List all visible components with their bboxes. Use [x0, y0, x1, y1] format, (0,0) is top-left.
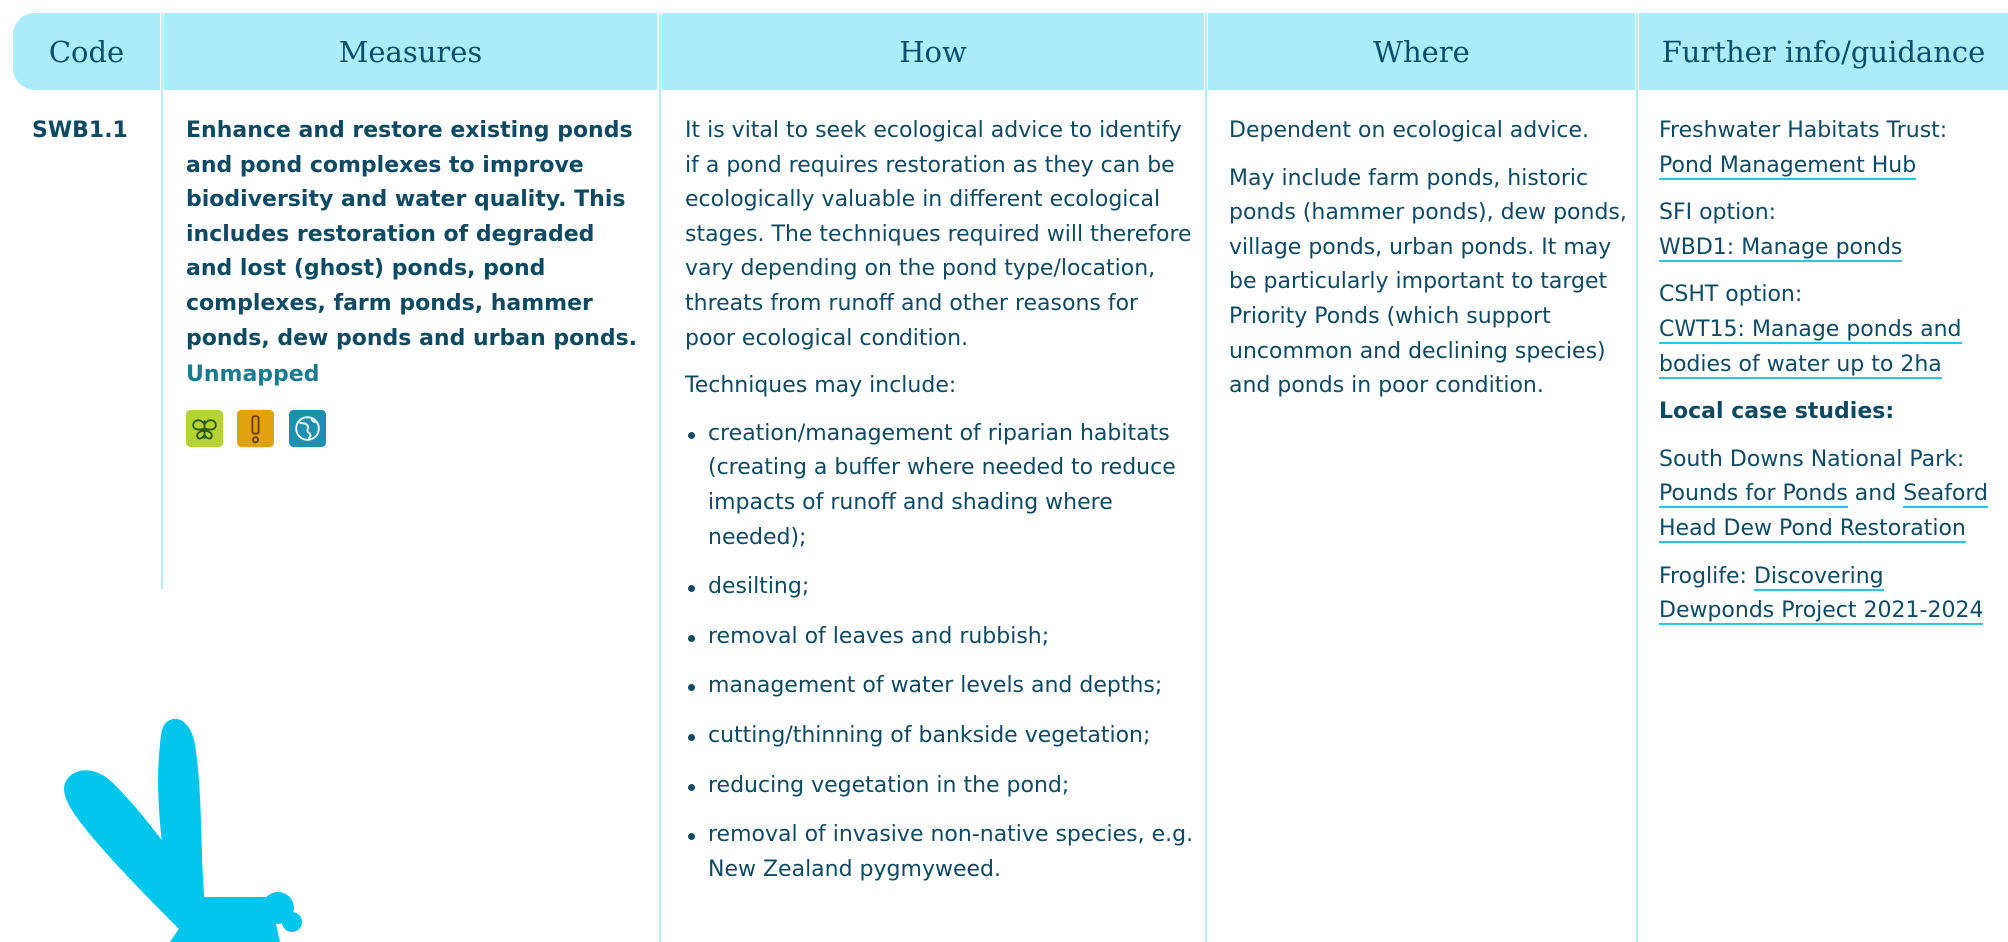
header-cell: Measures: [164, 13, 657, 90]
link[interactable]: WBD1: Manage ponds: [1659, 234, 1903, 262]
further-info: Freshwater Habitats Trust: Pond Managemen…: [1659, 114, 1999, 642]
link[interactable]: Discovering Dewponds Project 2021-2024: [1659, 563, 1984, 626]
text: South Downs National Park:: [1659, 446, 1972, 472]
subheading: Local case studies:: [1659, 399, 1895, 425]
info-label: SFI option:: [1659, 200, 1777, 226]
biodiversity-icon: [186, 410, 223, 447]
link[interactable]: CWT15: Manage ponds and bodies of water …: [1659, 316, 1962, 379]
header-cell: Further info/guidance: [1639, 13, 2008, 90]
list-item: creation/management of riparian habitats…: [685, 417, 1195, 555]
how: It is vital to seek ecological advice to…: [685, 114, 1195, 902]
column-divider: [1636, 13, 1638, 942]
text: Froglife:: [1659, 563, 1754, 589]
measures: Enhance and restore existing ponds and p…: [186, 114, 646, 393]
info-item: Freshwater Habitats Trust: Pond Managemen…: [1659, 114, 1999, 183]
paragraph: May include farm ponds, historic ponds (…: [1229, 165, 1627, 399]
info-item: SFI option: WBD1: Manage ponds: [1659, 196, 1999, 265]
header-cell: Where: [1208, 13, 1635, 90]
link[interactable]: Pond Management Hub: [1659, 152, 1917, 180]
measure-text: Enhance and restore existing ponds and p…: [186, 118, 638, 351]
where: Dependent on ecological advice. May incl…: [1229, 114, 1629, 417]
header-cell: How: [662, 13, 1204, 90]
info-label: CSHT option:: [1659, 282, 1803, 308]
warning-icon: [237, 410, 274, 447]
info-item: Froglife: Discovering Dewponds Project 2…: [1659, 560, 1999, 629]
link[interactable]: Seaford Head Dew Pond Restoration: [1659, 481, 1989, 543]
info-label: Freshwater Habitats Trust:: [1659, 118, 1948, 143]
dragonfly-decoration: [64, 718, 302, 942]
technique-list: creation/management of riparian habitats…: [685, 417, 1195, 888]
globe-icon: [289, 410, 326, 447]
list-item: cutting/thinning of bankside vegetation;: [685, 719, 1195, 754]
header-cell: Code: [13, 13, 160, 90]
status: Unmapped: [186, 362, 320, 388]
list-item: removal of invasive non-native species, …: [685, 818, 1195, 887]
code: SWB1.1: [32, 118, 128, 143]
paragraph: It is vital to seek ecological advice to…: [685, 118, 1192, 351]
list-item: desilting;: [685, 570, 1195, 605]
column-divider: [659, 13, 661, 942]
column-divider: [161, 13, 163, 589]
info-item: Local case studies:: [1659, 395, 1999, 430]
list-item: removal of leaves and rubbish;: [685, 620, 1195, 655]
paragraph: Techniques may include:: [685, 373, 957, 399]
list-item: management of water levels and depths;: [685, 669, 1195, 704]
paragraph: Dependent on ecological advice.: [1229, 118, 1590, 143]
info-item: South Downs National Park: Pounds for Po…: [1659, 443, 1999, 547]
link[interactable]: Pounds for Ponds: [1659, 481, 1848, 509]
text: and: [1847, 481, 1904, 507]
info-item: CSHT option: CWT15: Manage ponds and bodi…: [1659, 278, 1999, 382]
column-divider: [1205, 13, 1207, 942]
list-item: reducing vegetation in the pond;: [685, 769, 1195, 804]
